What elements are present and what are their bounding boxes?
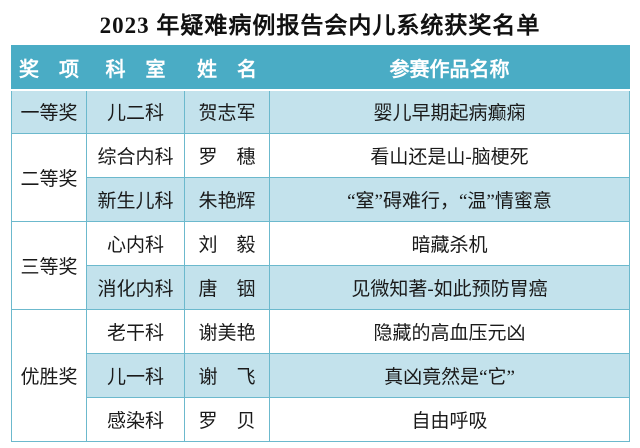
department-cell: 感染科 [86,397,185,442]
header-department: 科 室 [86,45,185,91]
work-cell: 暗藏杀机 [269,221,630,266]
award-label: 一等奖 [11,89,87,134]
name-cell: 朱艳辉 [184,177,270,222]
work-cell: 见微知著-如此预防胃癌 [269,265,630,310]
name-cell: 罗 穗 [184,133,270,178]
name-cell: 贺志军 [184,89,270,134]
work-cell: 隐藏的高血压元凶 [269,309,630,354]
department-cell: 老干科 [86,309,185,354]
header-name: 姓 名 [184,45,270,91]
department-cell: 儿二科 [86,89,185,134]
department-cell: 新生儿科 [86,177,185,222]
awards-table: 奖 项 科 室 姓 名 参赛作品名称 一等奖 儿二科 贺志军 婴儿早期起病癫痫 … [11,45,630,442]
name-cell: 刘 毅 [184,221,270,266]
work-cell: 自由呼吸 [269,397,630,442]
header-award: 奖 项 [11,45,87,91]
department-cell: 儿一科 [86,353,185,398]
table-row: 感染科 罗 贝 自由呼吸 [12,397,630,442]
award-label: 二等奖 [11,133,87,222]
page-title: 2023 年疑难病例报告会内儿系统获奖名单 [99,13,541,38]
work-cell: 真凶竟然是“它” [269,353,630,398]
award-label: 三等奖 [11,221,87,310]
table-header: 奖 项 科 室 姓 名 参赛作品名称 [11,45,630,91]
name-cell: 谢 飞 [184,353,270,398]
name-cell: 唐 铟 [184,265,270,310]
table-row: 新生儿科 朱艳辉 “窒”碍难行，“温”情蜜意 [12,177,630,222]
department-cell: 消化内科 [86,265,185,310]
department-cell: 综合内科 [86,133,185,178]
name-cell: 谢美艳 [184,309,270,354]
table-row: 二等奖 综合内科 罗 穗 看山还是山-脑梗死 [11,133,630,222]
header-row: 奖 项 科 室 姓 名 参赛作品名称 [11,45,630,91]
table-row: 一等奖 儿二科 贺志军 婴儿早期起病癫痫 [11,89,630,134]
work-cell: 婴儿早期起病癫痫 [269,89,630,134]
table-row: 三等奖 心内科 刘 毅 暗藏杀机 [11,221,630,310]
work-cell: “窒”碍难行，“温”情蜜意 [269,177,630,222]
department-cell: 心内科 [86,221,185,266]
table-row: 消化内科 唐 铟 见微知著-如此预防胃癌 [12,265,630,310]
name-cell: 罗 贝 [184,397,270,442]
work-cell: 看山还是山-脑梗死 [269,133,630,178]
table-row: 优胜奖 老干科 谢美艳 隐藏的高血压元凶 [11,309,630,442]
table-row: 儿一科 谢 飞 真凶竟然是“它” [12,353,630,398]
award-label: 优胜奖 [11,309,87,442]
header-work: 参赛作品名称 [269,45,630,91]
